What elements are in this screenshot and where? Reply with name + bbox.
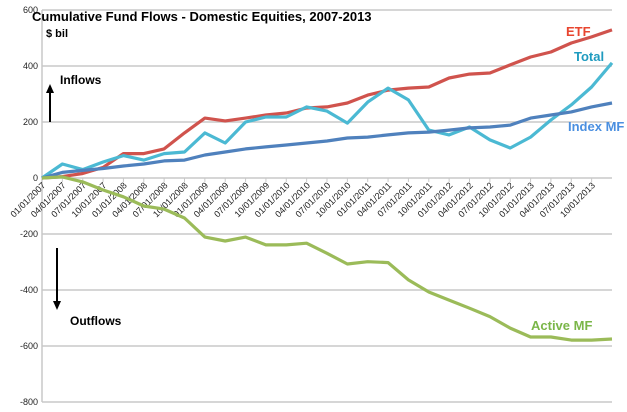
series-line-index-mf xyxy=(41,101,613,180)
series-line-etf xyxy=(41,28,613,180)
series-label-index-mf: Index MF xyxy=(568,119,624,134)
y-tick-label: -400 xyxy=(20,285,38,295)
y-axis-unit: $ bil xyxy=(46,28,68,40)
down-arrowhead-icon xyxy=(53,301,61,310)
inflows-label: Inflows xyxy=(60,73,102,87)
y-axis: -800 -600 -400 -200 0 200 400 600 xyxy=(20,5,38,407)
inflows-annotation: Inflows xyxy=(46,73,102,122)
series-line-active-mf xyxy=(41,175,613,342)
y-tick-label: -200 xyxy=(20,229,38,239)
y-tick-label: -600 xyxy=(20,341,38,351)
x-axis: 01/01/200704/01/200707/01/200710/01/2007… xyxy=(8,178,597,219)
chart-title: Cumulative Fund Flows - Domestic Equitie… xyxy=(32,9,372,24)
series-lines xyxy=(41,28,614,342)
series-label-etf: ETF xyxy=(566,24,591,39)
y-tick-label: 200 xyxy=(23,117,38,127)
y-tick-label: 400 xyxy=(23,61,38,71)
series-label-total: Total xyxy=(574,49,604,64)
outflows-label: Outflows xyxy=(70,314,122,328)
y-tick-label: 0 xyxy=(33,173,38,183)
up-arrowhead-icon xyxy=(46,84,54,93)
outflows-annotation: Outflows xyxy=(53,248,122,328)
series-line-total xyxy=(41,61,614,180)
y-tick-label: 600 xyxy=(23,5,38,15)
series-label-active-mf: Active MF xyxy=(531,318,592,333)
y-tick-label: -800 xyxy=(20,397,38,407)
